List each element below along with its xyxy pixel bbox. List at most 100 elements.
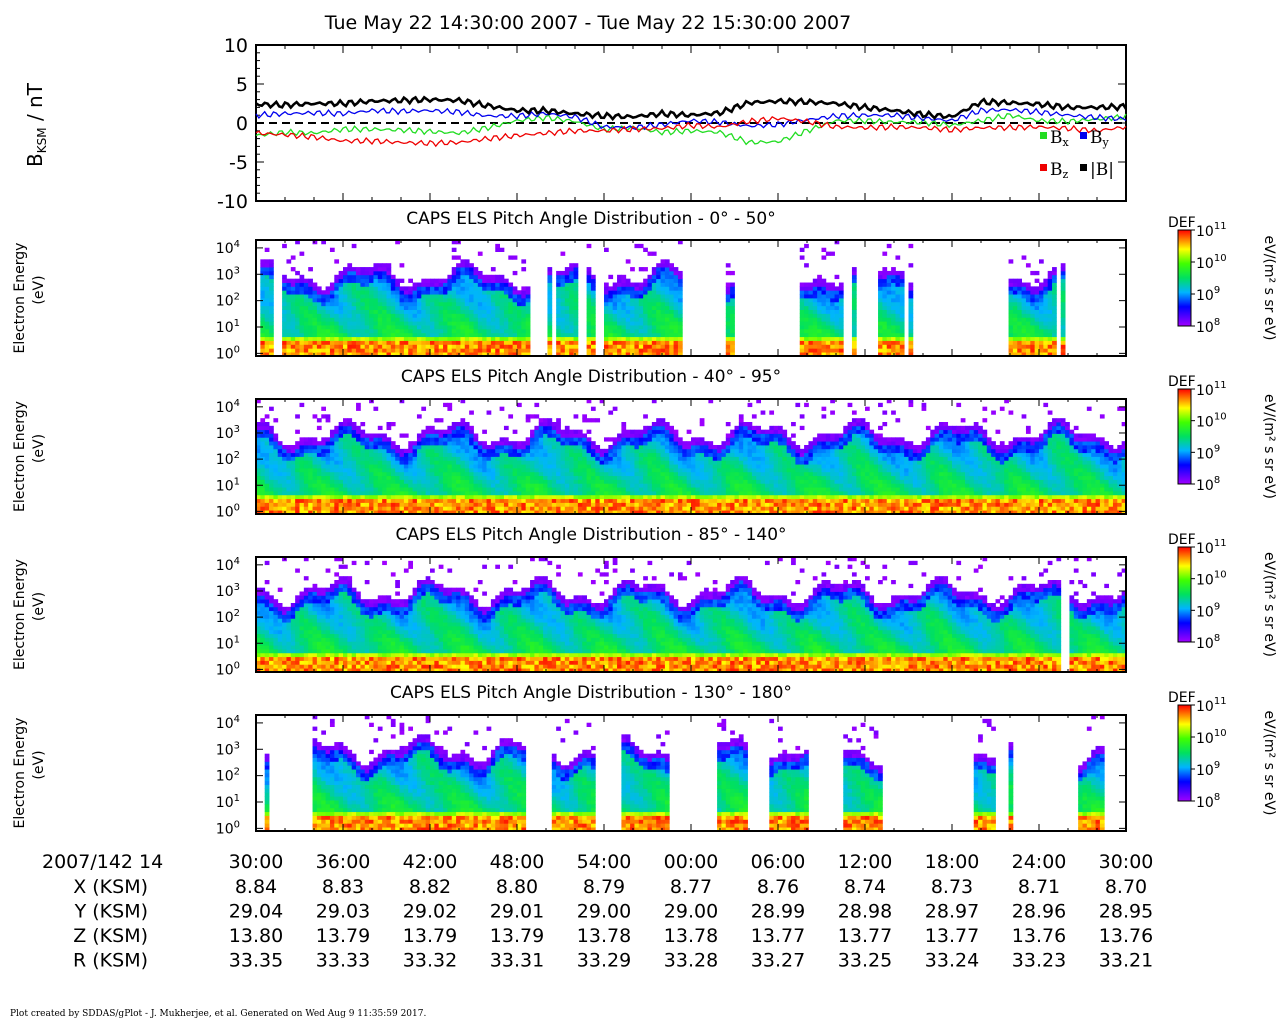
spectrogram-cell bbox=[339, 275, 344, 279]
spectrogram-cell bbox=[413, 468, 418, 472]
energy-axis-label: Electron Energy bbox=[12, 243, 28, 354]
spectrogram-cell bbox=[326, 298, 331, 302]
spectrogram-cell bbox=[360, 310, 365, 314]
spectrogram-cell bbox=[1009, 310, 1014, 314]
spectrogram-cell bbox=[613, 333, 618, 337]
spectrogram-cell bbox=[452, 464, 457, 468]
spectrogram-cell bbox=[574, 453, 579, 457]
spectrogram-cell bbox=[304, 457, 309, 461]
spectrogram-cell bbox=[822, 341, 827, 345]
spectrogram-cell bbox=[278, 468, 283, 472]
spectrogram-cell bbox=[530, 480, 535, 484]
spectrogram-cell bbox=[674, 283, 679, 287]
spectrogram-cell bbox=[387, 468, 392, 472]
spectrogram-cell bbox=[1052, 302, 1057, 306]
spectrogram-cell bbox=[839, 310, 844, 314]
spectrogram-cell bbox=[804, 313, 809, 317]
spectrogram-cell bbox=[421, 313, 426, 317]
spectrogram-cell bbox=[487, 480, 492, 484]
spectrogram-cell bbox=[674, 472, 679, 476]
spectrogram-cell bbox=[552, 491, 557, 495]
spectrogram-cell bbox=[665, 453, 670, 457]
spectrogram-cell bbox=[413, 457, 418, 461]
spectrogram-cell bbox=[891, 313, 896, 317]
spectrogram-cell bbox=[826, 298, 831, 302]
spectrogram-cell bbox=[613, 294, 618, 298]
spectrogram-cell bbox=[400, 298, 405, 302]
spectrogram-cell bbox=[373, 306, 378, 310]
spectrogram-cell bbox=[1022, 313, 1027, 317]
spectrogram-cell bbox=[339, 333, 344, 337]
spectrogram-cell bbox=[260, 453, 265, 457]
spectrogram-cell bbox=[1052, 283, 1057, 287]
spectrogram-cell bbox=[269, 275, 274, 279]
spectrogram-cell bbox=[900, 286, 905, 290]
spectrogram-cell bbox=[430, 344, 435, 348]
spectrogram-cell bbox=[265, 267, 270, 271]
spectrogram-cell bbox=[691, 472, 696, 476]
spectrogram-cell bbox=[360, 290, 365, 294]
spectrogram-cell bbox=[1052, 321, 1057, 325]
spectrogram-cell bbox=[530, 468, 535, 472]
spectrogram-cell bbox=[626, 341, 631, 345]
spectrogram-cell bbox=[669, 445, 674, 449]
spectrogram-cell bbox=[478, 483, 483, 487]
spectrogram-cell bbox=[286, 329, 291, 333]
spectrogram-cell bbox=[330, 457, 335, 461]
spectrogram-cell bbox=[343, 460, 348, 464]
spectrogram-cell bbox=[373, 329, 378, 333]
spectrogram-cell bbox=[465, 333, 470, 337]
spectrogram-cell bbox=[521, 460, 526, 464]
spectrogram-cell bbox=[356, 403, 361, 407]
spectrogram-cell bbox=[469, 337, 474, 341]
spectrogram-cell bbox=[413, 302, 418, 306]
spectrogram-cell bbox=[356, 437, 361, 441]
spectrogram-cell bbox=[895, 298, 900, 302]
spectrogram-cell bbox=[639, 333, 644, 337]
spectrogram-cell bbox=[648, 457, 653, 461]
spectrogram-cell bbox=[260, 344, 265, 348]
spectrogram-cell bbox=[674, 267, 679, 271]
spectrogram-cell bbox=[895, 333, 900, 337]
spectrogram-cell bbox=[630, 445, 635, 449]
spectrogram-cell bbox=[643, 495, 648, 499]
spectrogram-cell bbox=[521, 453, 526, 457]
spectrogram-cell bbox=[656, 294, 661, 298]
spectrogram-cell bbox=[291, 457, 296, 461]
spectrogram-cell bbox=[513, 460, 518, 464]
spectrogram-cell bbox=[313, 472, 318, 476]
spectrogram-cell bbox=[408, 286, 413, 290]
spectrogram-cell bbox=[421, 341, 426, 345]
spectrogram-cell bbox=[452, 306, 457, 310]
spectrogram-cell bbox=[474, 499, 479, 503]
spectrogram-cell bbox=[347, 460, 352, 464]
spectrogram-cell bbox=[369, 337, 374, 341]
spectrogram-cell bbox=[835, 286, 840, 290]
spectrogram-cell bbox=[521, 480, 526, 484]
spectrogram-cell bbox=[600, 499, 605, 503]
spectrogram-cell bbox=[273, 457, 278, 461]
spectrogram-cell bbox=[474, 283, 479, 287]
spectrogram-cell bbox=[561, 441, 566, 445]
spectrogram-cell bbox=[487, 476, 492, 480]
spectrogram-cell bbox=[430, 348, 435, 352]
spectrogram-cell bbox=[304, 341, 309, 345]
spectrogram-cell bbox=[813, 325, 818, 329]
spectrogram-cell bbox=[556, 460, 561, 464]
spectrogram-cell bbox=[669, 449, 674, 453]
spectrogram-cell bbox=[330, 344, 335, 348]
spectrogram-cell bbox=[339, 483, 344, 487]
spectrogram-cell bbox=[326, 437, 331, 441]
spectrogram-cell bbox=[387, 337, 392, 341]
spectrogram-cell bbox=[474, 333, 479, 337]
spectrogram-cell bbox=[452, 313, 457, 317]
spectrogram-cell bbox=[478, 491, 483, 495]
spectrogram-cell bbox=[674, 279, 679, 283]
spectrogram-cell bbox=[300, 453, 305, 457]
spectrogram-cell bbox=[682, 441, 687, 445]
spectrogram-cell bbox=[665, 464, 670, 468]
spectrogram-cell bbox=[382, 313, 387, 317]
spectrogram-cell bbox=[504, 449, 509, 453]
spectrogram-cell bbox=[1022, 306, 1027, 310]
spectrogram-cell bbox=[482, 476, 487, 480]
